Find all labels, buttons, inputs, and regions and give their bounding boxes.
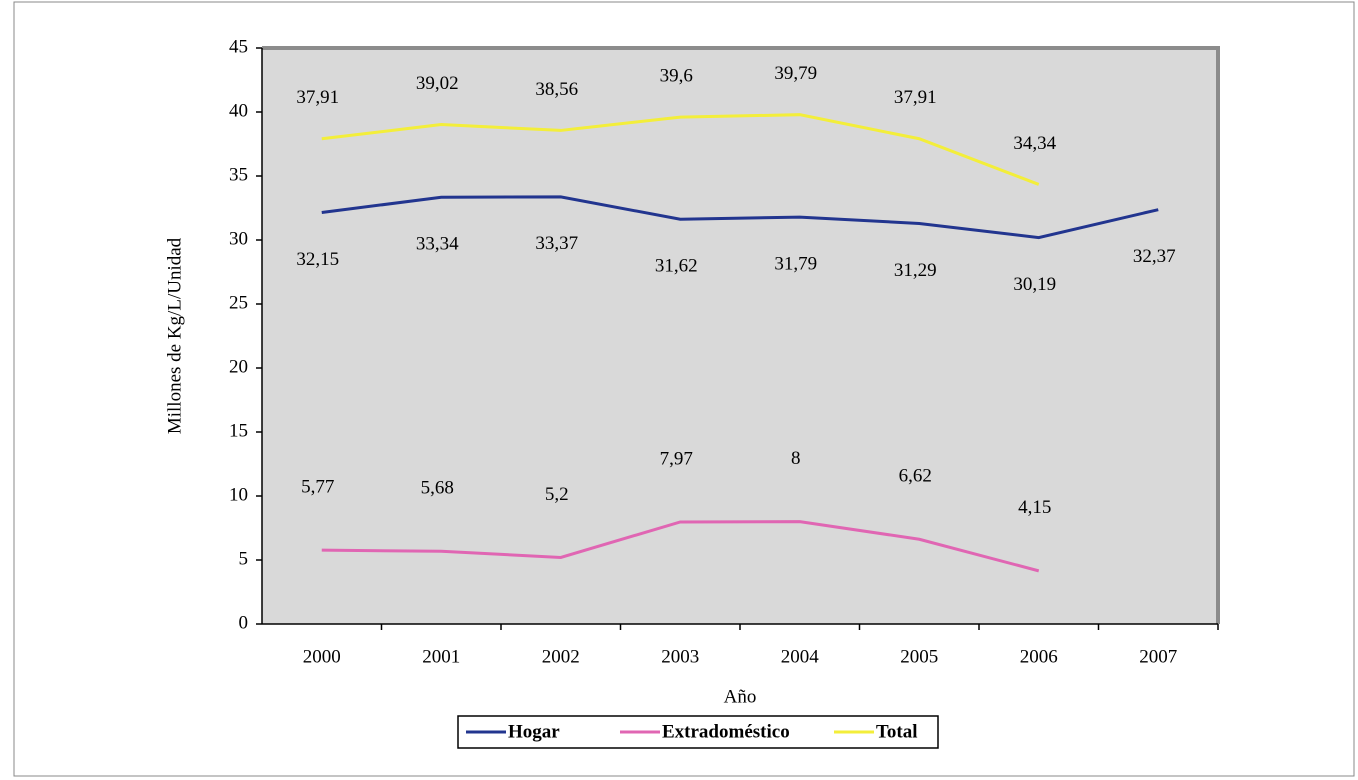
data-label: 31,79 — [774, 253, 817, 274]
data-label: 31,29 — [894, 260, 937, 281]
x-tick-label: 2002 — [542, 646, 580, 667]
y-axis-title: Millones de Kg/L/Unidad — [164, 237, 185, 434]
data-label: 32,37 — [1133, 246, 1176, 267]
data-label: 33,34 — [416, 234, 459, 255]
x-tick-label: 2005 — [900, 646, 938, 667]
data-label: 38,56 — [535, 79, 578, 100]
plot-border — [262, 46, 1220, 624]
data-label: 7,97 — [660, 448, 693, 469]
y-tick-label: 40 — [229, 100, 248, 121]
data-label: 30,19 — [1013, 274, 1056, 295]
data-label: 33,37 — [535, 233, 578, 254]
legend-label: Hogar — [508, 721, 560, 742]
data-label: 39,79 — [774, 63, 817, 84]
x-tick-label: 2004 — [781, 646, 820, 667]
y-tick-label: 20 — [229, 356, 248, 377]
y-tick-label: 10 — [229, 484, 248, 505]
data-label: 37,91 — [296, 87, 339, 108]
data-label: 5,2 — [545, 484, 569, 505]
x-tick-label: 2006 — [1020, 646, 1058, 667]
x-tick-label: 2007 — [1139, 646, 1177, 667]
data-label: 5,77 — [301, 477, 334, 498]
y-tick-label: 5 — [239, 548, 249, 569]
x-tick-label: 2003 — [661, 646, 699, 667]
legend-label: Total — [876, 721, 918, 742]
legend-label: Extradoméstico — [662, 721, 790, 742]
data-label: 32,15 — [296, 249, 339, 270]
y-tick-label: 30 — [229, 228, 248, 249]
y-tick-label: 0 — [239, 612, 249, 633]
y-tick-label: 15 — [229, 420, 248, 441]
y-tick-label: 25 — [229, 292, 248, 313]
data-label: 37,91 — [894, 87, 937, 108]
series-line — [321, 520, 1040, 573]
data-label: 31,62 — [655, 256, 698, 277]
y-tick-label: 45 — [229, 36, 248, 57]
series-line — [321, 113, 1040, 186]
data-label: 5,68 — [421, 478, 454, 499]
data-label: 39,02 — [416, 73, 459, 94]
x-axis-title: Año — [724, 686, 757, 707]
data-label: 6,62 — [899, 466, 932, 487]
data-label: 4,15 — [1018, 497, 1051, 518]
series-line — [321, 195, 1159, 240]
data-label: 34,34 — [1013, 133, 1056, 154]
x-tick-label: 2001 — [422, 646, 460, 667]
data-label: 8 — [791, 448, 801, 469]
x-tick-label: 2000 — [303, 646, 341, 667]
data-label: 39,6 — [660, 65, 693, 86]
y-tick-label: 35 — [229, 164, 248, 185]
plot-area — [262, 48, 1218, 624]
